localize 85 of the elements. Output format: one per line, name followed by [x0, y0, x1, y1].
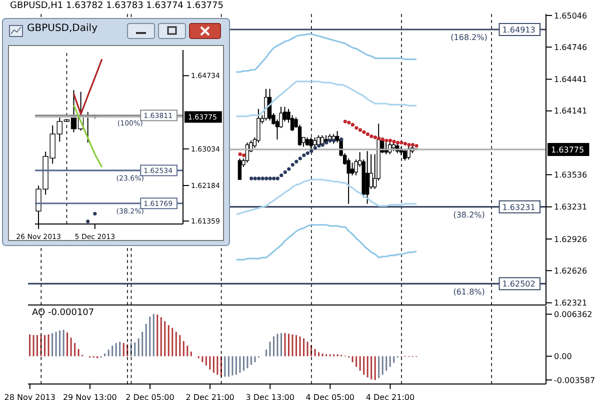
y-tick-label: 1.63231	[554, 202, 588, 212]
y-tick-label: 1.62626	[554, 266, 588, 276]
chart-title: AO -0.000107	[32, 308, 94, 318]
point	[340, 138, 344, 142]
point	[264, 176, 268, 180]
line-series	[72, 104, 103, 168]
point	[294, 160, 298, 164]
point	[253, 176, 257, 180]
annotation: (38.2%)	[453, 210, 485, 220]
point	[328, 138, 332, 142]
ref-line-label: 1.63775	[551, 146, 584, 155]
point	[306, 151, 310, 155]
x-tick-label: 28 Nov 2013	[4, 393, 56, 400]
point	[272, 176, 276, 180]
point	[238, 152, 242, 156]
x-tick-label: 29 Nov 13:00	[62, 393, 117, 400]
point	[392, 140, 396, 144]
y-tick-label: 1.64746	[554, 42, 588, 52]
point	[332, 138, 336, 142]
line-series	[236, 224, 418, 260]
point	[350, 122, 354, 127]
point	[354, 126, 358, 130]
chart-title: GBPUSD,Daily	[27, 23, 98, 34]
point	[290, 162, 294, 167]
y-tick-label: 1.62321	[554, 298, 588, 308]
point	[250, 176, 254, 180]
point	[280, 174, 284, 178]
y-tick-label: 1.65046	[554, 11, 588, 20]
point	[400, 140, 404, 144]
line-series	[236, 80, 418, 118]
point	[370, 134, 374, 138]
line-series	[236, 178, 418, 216]
point	[380, 138, 385, 142]
line-series	[72, 58, 103, 115]
y-tick-label: -0.003587	[554, 376, 596, 385]
y-tick-label: 1.64141	[554, 106, 588, 116]
point	[287, 167, 291, 171]
point	[396, 140, 400, 144]
x-tick-label: 3 Dec 13:00	[246, 393, 294, 400]
point	[310, 149, 314, 153]
x-tick-label: 2 Dec 21:00	[186, 393, 234, 400]
point	[414, 144, 418, 148]
candlestick	[350, 162, 354, 176]
point	[283, 170, 287, 174]
ref-line-label: 1.62502	[502, 280, 536, 289]
point	[298, 156, 302, 160]
y-tick-label: 0.006362	[554, 310, 592, 320]
point	[407, 142, 411, 147]
point	[302, 153, 306, 158]
point	[347, 120, 351, 124]
point	[410, 142, 415, 147]
y-tick-label: 1.64441	[554, 75, 588, 84]
point	[343, 120, 347, 124]
x-tick-label: 2 Dec 05:00	[126, 393, 174, 400]
candlestick	[316, 134, 320, 148]
point	[403, 142, 408, 146]
chart-title: GBPUSD,H1 1.63782 1.63783 1.63774 1.63775	[10, 1, 224, 11]
point	[242, 153, 246, 158]
annotation: (168.2%)	[450, 33, 488, 42]
y-tick-label: 1.62926	[554, 234, 588, 244]
point	[276, 176, 280, 180]
y-tick-label: 1.63536	[554, 170, 588, 180]
annotation: (61.8%)	[453, 287, 485, 296]
point	[257, 176, 261, 180]
point	[268, 176, 272, 180]
point	[384, 138, 388, 142]
point	[358, 128, 362, 132]
ref-line-label: 1.64913	[502, 26, 536, 35]
point	[320, 142, 324, 147]
y-tick-label: 0.00	[554, 352, 572, 362]
x-tick-label: 4 Dec 21:00	[366, 393, 415, 400]
point	[362, 130, 366, 134]
candlestick	[264, 88, 268, 121]
candlestick	[365, 150, 370, 204]
candlestick	[238, 158, 242, 180]
point	[317, 144, 321, 148]
point	[388, 138, 392, 142]
point	[366, 132, 370, 136]
line-series	[236, 33, 418, 73]
x-tick-label: 4 Dec 05:00	[306, 393, 355, 400]
point	[260, 176, 264, 180]
ref-line-label: 1.63231	[502, 202, 536, 212]
point	[377, 136, 381, 140]
point	[313, 146, 317, 150]
point	[373, 136, 378, 140]
